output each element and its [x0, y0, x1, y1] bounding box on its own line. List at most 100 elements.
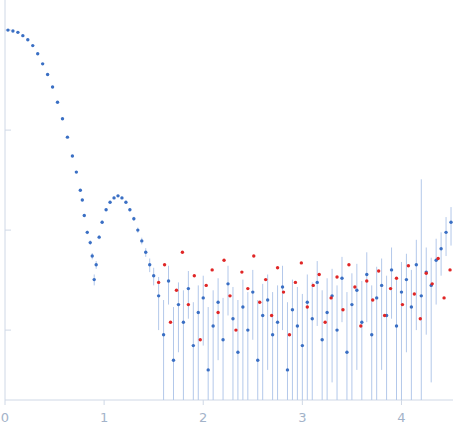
error-bar	[396, 280, 397, 400]
error-bar	[431, 258, 432, 383]
point	[16, 31, 19, 34]
point	[46, 73, 49, 76]
error-bar	[277, 285, 278, 400]
point	[177, 303, 180, 306]
error-bar	[312, 282, 313, 400]
point	[197, 311, 200, 314]
error-bar	[237, 300, 238, 400]
point	[246, 328, 249, 331]
point	[132, 217, 135, 220]
point	[202, 296, 205, 299]
point	[236, 351, 239, 354]
point	[345, 351, 348, 354]
point	[172, 359, 175, 362]
point	[124, 201, 127, 204]
x-tick-label: 2	[199, 410, 207, 425]
error-bar	[183, 290, 184, 400]
point	[175, 289, 178, 292]
point	[252, 254, 255, 257]
error-bar	[406, 254, 407, 353]
point	[71, 154, 74, 157]
point	[256, 359, 259, 362]
point	[301, 344, 304, 347]
error-bar	[356, 264, 357, 370]
point	[353, 285, 356, 288]
point	[286, 368, 289, 371]
y-tick	[5, 230, 11, 231]
error-bar	[168, 266, 169, 305]
point	[193, 274, 196, 277]
error-bar	[257, 300, 258, 400]
point	[419, 317, 422, 320]
point	[264, 278, 267, 281]
error-bar	[451, 207, 452, 246]
point	[294, 281, 297, 284]
point	[97, 235, 100, 238]
y-tick	[5, 130, 11, 131]
point	[316, 281, 319, 284]
error-bar	[386, 276, 387, 400]
error-bar	[351, 273, 352, 400]
error-bar	[337, 285, 338, 400]
point	[94, 263, 97, 266]
error-bar	[158, 277, 159, 330]
point	[405, 278, 408, 281]
point	[231, 317, 234, 320]
error-bar	[297, 287, 298, 400]
point	[413, 292, 416, 295]
point	[383, 314, 386, 317]
x-tick-label: 0	[1, 410, 9, 425]
point	[323, 320, 326, 323]
point	[228, 294, 231, 297]
error-bars	[8, 30, 451, 400]
point	[375, 296, 378, 299]
point	[311, 317, 314, 320]
point	[93, 278, 96, 281]
point	[140, 239, 143, 242]
y-tick	[5, 330, 11, 331]
point	[380, 284, 383, 287]
point	[100, 220, 103, 223]
point	[116, 194, 119, 197]
error-bar	[361, 281, 362, 400]
point	[439, 247, 442, 250]
point	[271, 333, 274, 336]
error-bar	[317, 261, 318, 326]
error-bar	[247, 292, 248, 400]
point	[162, 333, 165, 336]
point	[152, 274, 155, 277]
point	[120, 196, 123, 199]
error-bar	[163, 300, 164, 400]
point	[270, 314, 273, 317]
point	[359, 324, 362, 327]
point	[350, 303, 353, 306]
point	[148, 263, 151, 266]
point	[335, 328, 338, 331]
point	[216, 301, 219, 304]
point	[341, 308, 344, 311]
point	[169, 320, 172, 323]
point	[21, 34, 24, 37]
point	[395, 324, 398, 327]
error-bar	[242, 280, 243, 400]
error-bar	[262, 284, 263, 400]
error-bar	[178, 282, 179, 352]
point	[420, 294, 423, 297]
point	[425, 272, 428, 275]
point	[261, 314, 264, 317]
point	[377, 269, 380, 272]
point	[66, 135, 69, 138]
point	[26, 38, 29, 41]
point	[258, 301, 261, 304]
x-tick-label: 3	[298, 410, 306, 425]
error-bar	[203, 276, 204, 346]
point	[329, 296, 332, 299]
point	[181, 251, 184, 254]
point	[187, 287, 190, 290]
point	[211, 324, 214, 327]
x-tick-label: 1	[100, 410, 108, 425]
error-bar	[332, 269, 333, 383]
point	[306, 301, 309, 304]
point	[51, 85, 54, 88]
error-bar	[416, 240, 417, 330]
